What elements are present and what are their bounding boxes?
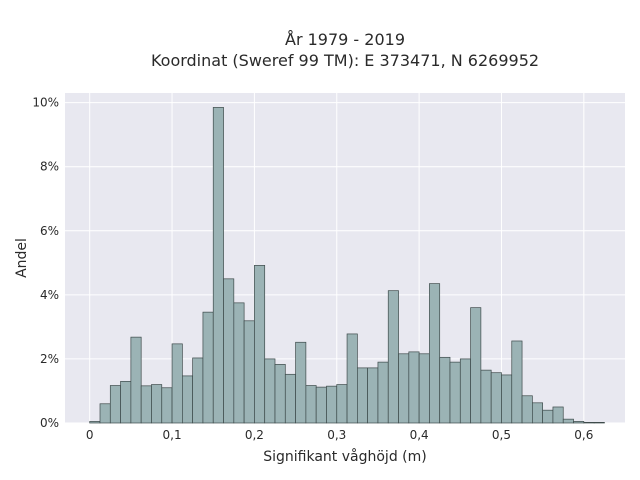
histogram-bar: [243, 320, 255, 424]
histogram-bar: [346, 333, 358, 424]
histogram-bar: [470, 307, 482, 424]
histogram-bar: [151, 384, 163, 424]
x-tick-label: 0,2: [245, 428, 264, 442]
histogram-bar: [521, 395, 533, 424]
histogram-bar: [583, 422, 595, 424]
histogram-bar: [182, 375, 193, 424]
histogram-bar: [439, 356, 451, 424]
histogram-bar: [254, 265, 266, 424]
histogram-bar: [326, 385, 338, 424]
histogram-bar: [408, 351, 420, 424]
histogram-bar: [233, 302, 245, 424]
y-tick-label: 6%: [40, 224, 59, 238]
histogram-bar: [295, 341, 307, 424]
histogram-bar: [357, 367, 368, 424]
histogram-bar: [532, 402, 543, 424]
grid-lines: [65, 93, 625, 424]
histogram-bar: [480, 369, 492, 424]
histogram-bar: [202, 311, 214, 424]
histogram-bar: [459, 358, 471, 424]
histogram-bar: [274, 364, 286, 424]
histogram-bar: [511, 340, 523, 424]
histogram-bar: [192, 357, 204, 424]
y-tick-label: 0%: [40, 416, 59, 430]
x-tick-label: 0,1: [163, 428, 182, 442]
x-tick-label: 0,4: [410, 428, 429, 442]
histogram-bar: [429, 283, 441, 424]
y-tick-label: 8%: [40, 160, 59, 174]
histogram-bar: [89, 421, 101, 424]
histogram-bar: [490, 372, 502, 424]
histogram-bar: [501, 374, 513, 424]
histogram-bar: [573, 421, 585, 424]
y-axis-label: Andel: [14, 238, 30, 278]
x-tick-label: 0,3: [327, 428, 346, 442]
histogram-bar: [398, 353, 410, 424]
x-tick-label: 0: [86, 428, 94, 442]
histogram-bar: [449, 361, 461, 424]
histogram-bar: [140, 385, 152, 424]
histogram-bar: [305, 385, 317, 424]
histogram-bar: [593, 422, 605, 424]
histogram-bar: [223, 278, 235, 424]
x-axis-label: Signifikant våghöjd (m): [263, 448, 426, 465]
histogram-bar: [109, 385, 121, 424]
histogram-bar: [542, 409, 554, 424]
histogram-bar: [367, 367, 379, 424]
histogram-bar: [120, 380, 132, 424]
histogram-bar: [562, 418, 574, 424]
histogram-bar: [336, 384, 348, 424]
bars: [89, 107, 605, 424]
histogram-bar: [284, 373, 296, 424]
histogram-bar: [99, 403, 111, 424]
y-tick-label: 2%: [40, 352, 59, 366]
chart-title: År 1979 - 2019: [285, 30, 405, 49]
histogram-bar: [552, 406, 564, 424]
histogram-bar: [161, 387, 173, 424]
chart-subtitle: Koordinat (Sweref 99 TM): E 373471, N 62…: [151, 51, 539, 70]
histogram-bar: [377, 361, 389, 424]
histogram-bar: [130, 336, 142, 424]
x-tick-label: 0,6: [574, 428, 593, 442]
histogram-bar: [418, 353, 430, 424]
y-tick-label: 4%: [40, 288, 59, 302]
histogram-bar: [171, 343, 183, 424]
x-tick-label: 0,5: [492, 428, 511, 442]
tick-labels: 0 0,1 0,2 0,3 0,4 0,5 0,6 0% 2% 4% 6% 8% 10%: [32, 96, 593, 442]
y-tick-label: 10%: [32, 96, 59, 110]
plot-area: [65, 93, 625, 423]
histogram-bar: [315, 386, 327, 424]
histogram-bar: [212, 107, 224, 424]
histogram-bar: [387, 290, 399, 424]
histogram-bar: [264, 358, 276, 424]
